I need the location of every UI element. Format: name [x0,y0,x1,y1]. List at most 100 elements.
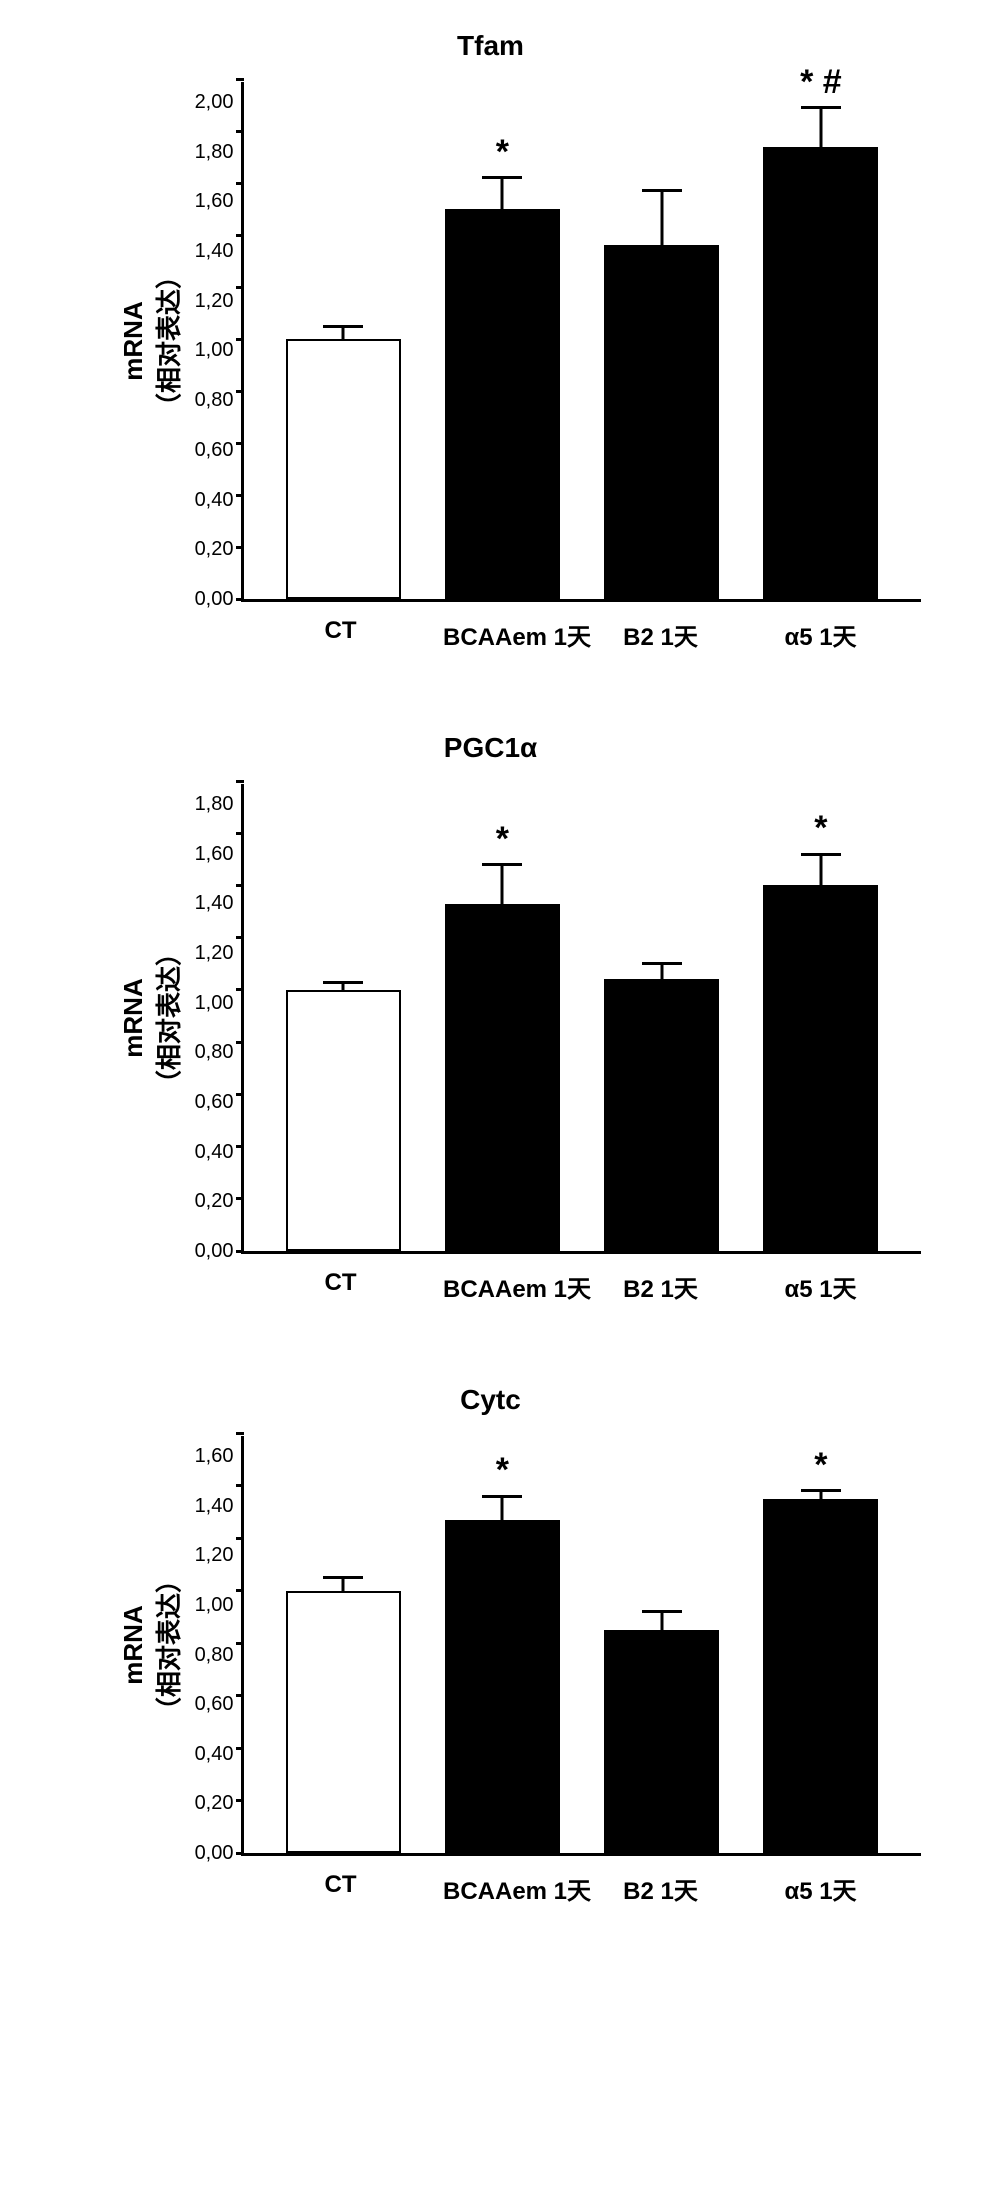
bar-rect [604,979,719,1251]
error-cap [482,1495,522,1498]
y-tick-mark [236,988,244,991]
y-tick-mark [236,1642,244,1645]
significance-mark: * [496,820,509,859]
plot-frame: 0,000,200,400,600,801,001,201,401,601,80… [241,82,921,602]
y-tick-label: 0,00 [179,589,234,609]
y-tick-label: 1,20 [179,1545,234,1565]
bar-rect [763,1499,878,1853]
error-bar [660,191,663,246]
y-tick-mark [236,1589,244,1592]
bars-row: ** [244,784,921,1251]
y-tick-mark [236,1694,244,1697]
error-cap [323,1576,363,1579]
y-axis-title-line1: mRNA [118,262,149,418]
error-bar [342,1577,345,1590]
y-axis-title: mRNA（相对表达） [118,262,186,418]
error-bar [342,326,345,339]
y-tick-mark [236,936,244,939]
bar: * [763,784,878,1251]
y-tick-label: 0,80 [179,1645,234,1665]
y-tick-label: 0,60 [179,1092,234,1112]
y-tick-mark [236,234,244,237]
chart-0: Tfam 0,000,200,400,600,801,001,201,401,60… [40,30,941,652]
y-tick-mark [236,1432,244,1435]
error-bar [819,108,822,147]
y-tick-mark [236,130,244,133]
y-axis-title: mRNA（相对表达） [118,939,186,1095]
y-tick-label: 0,60 [179,440,234,460]
bar-rect [604,245,719,599]
bar-rect [445,209,560,599]
bar: * [445,82,560,599]
x-axis-labels: CTBCAAem 1天B2 1天α5 1天 [241,1856,921,1906]
bar [286,1436,401,1853]
bar-rect [763,885,878,1251]
bar-rect [286,1591,401,1854]
y-tick-mark [236,494,244,497]
y-tick-mark [236,1093,244,1096]
y-axis-title-line1: mRNA [118,1566,149,1722]
y-tick-mark [236,1537,244,1540]
bar-rect [286,339,401,599]
y-tick-mark [236,1197,244,1200]
y-axis-labels: 0,000,200,400,600,801,001,201,401,601,80 [179,784,234,1251]
plot-area: 0,000,200,400,600,801,001,201,401,60mRNA… [241,1436,921,1856]
y-tick-label: 0,20 [179,1191,234,1211]
y-tick-label: 0,00 [179,1843,234,1863]
error-cap [642,189,682,192]
x-label: α5 1天 [763,617,878,652]
x-label: BCAAem 1天 [443,1269,558,1304]
error-cap [323,325,363,328]
y-tick-mark [236,832,244,835]
y-tick-label: 0,80 [179,1042,234,1062]
y-tick-mark [236,1041,244,1044]
y-tick-mark [236,1799,244,1802]
y-tick-label: 0,20 [179,1793,234,1813]
error-bar [501,178,504,209]
y-axis-labels: 0,000,200,400,600,801,001,201,401,601,80… [179,82,234,599]
y-axis-title-line2: （相对表达） [149,262,186,418]
significance-mark: * [814,1446,827,1485]
y-tick-label: 0,00 [179,1241,234,1261]
plot-area: 0,000,200,400,600,801,001,201,401,601,80… [241,784,921,1254]
error-cap [323,981,363,984]
y-tick-label: 1,40 [179,1496,234,1516]
y-tick-label: 1,80 [179,142,234,162]
error-cap [642,1610,682,1613]
chart-title: PGC1α [444,732,537,764]
bar-rect [763,147,878,599]
y-tick-label: 1,00 [179,993,234,1013]
y-tick-mark [236,780,244,783]
bar [286,82,401,599]
error-cap [642,962,682,965]
chart-title: Cytc [460,1384,521,1416]
y-tick-label: 1,20 [179,943,234,963]
chart-title: Tfam [457,30,524,62]
chart-1: PGC1α 0,000,200,400,600,801,001,201,401,6… [40,732,941,1304]
x-label: α5 1天 [763,1871,878,1906]
y-tick-mark [236,442,244,445]
y-tick-label: 1,40 [179,893,234,913]
y-tick-label: 1,40 [179,241,234,261]
bar-rect [445,1520,560,1853]
y-tick-label: 0,40 [179,490,234,510]
x-label: CT [283,617,398,652]
y-tick-mark [236,182,244,185]
y-tick-label: 1,20 [179,291,234,311]
y-tick-label: 1,60 [179,844,234,864]
error-cap [801,106,841,109]
y-tick-label: 1,80 [179,794,234,814]
y-tick-mark [236,390,244,393]
y-tick-label: 0,20 [179,539,234,559]
x-label: CT [283,1871,398,1906]
significance-mark: * [814,809,827,848]
bars-row: ** [244,1436,921,1853]
bar-rect [445,904,560,1251]
error-cap [801,853,841,856]
x-label: CT [283,1269,398,1304]
y-tick-mark [236,546,244,549]
y-tick-label: 1,00 [179,1595,234,1615]
y-tick-mark [236,1250,244,1253]
bar: * [445,1436,560,1853]
bars-row: ** # [244,82,921,599]
